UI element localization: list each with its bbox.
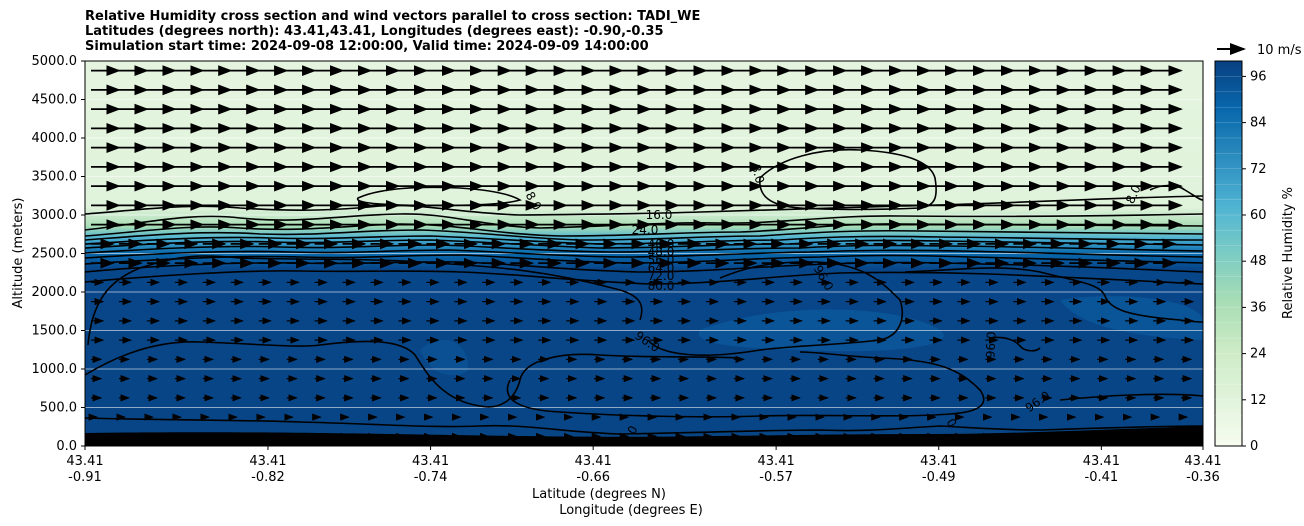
- x-tick-lon: -0.74: [414, 470, 448, 485]
- x-axis-label-lat: Latitude (degrees N): [532, 487, 666, 502]
- y-tick-label: 2500.0: [32, 247, 78, 262]
- contour-label: 24.0: [632, 223, 659, 237]
- colorbar-tick-label: 36: [1250, 300, 1267, 315]
- x-tick-lon: -0.36: [1186, 470, 1220, 485]
- y-tick-label: 3000.0: [32, 208, 78, 223]
- contour-96-small: [989, 336, 1041, 352]
- colorbar-tick-label: 96: [1250, 69, 1267, 84]
- chart-title-line-2: Latitudes (degrees north): 43.41,43.41, …: [85, 24, 664, 39]
- contour-96-low-left: [85, 340, 741, 408]
- x-tick-lon: -0.41: [1085, 470, 1119, 485]
- contour-label: 48.0: [648, 245, 675, 259]
- x-tick-lon: -0.57: [759, 470, 793, 485]
- grid-lines: [85, 61, 1203, 446]
- colorbar-tick-label: 84: [1250, 116, 1267, 131]
- x-tick-lon: -0.91: [68, 470, 102, 485]
- contour-32: [85, 229, 1203, 241]
- x-tick-lat: 43.41: [575, 454, 612, 469]
- contour-90-bottom: [85, 417, 1203, 435]
- colorbar-ticks: 0 12 24 36 48 60 72 84 96: [1242, 69, 1267, 454]
- x-tick-lon: -0.49: [922, 470, 956, 485]
- contour-88: [85, 270, 1203, 285]
- colorbar-levels: [1215, 76, 1242, 431]
- y-tick-label: 4000.0: [32, 131, 78, 146]
- x-tick-lat: 43.41: [66, 454, 103, 469]
- chart-title-line-3: Simulation start time: 2024-09-08 12:00:…: [85, 39, 649, 54]
- colorbar-tick-label: 72: [1250, 162, 1267, 177]
- x-tick-lon: -0.82: [251, 470, 285, 485]
- y-tick-label: 4500.0: [32, 93, 78, 108]
- y-tick-label: 1000.0: [32, 362, 78, 377]
- y-axis-label: Altitude (meters): [11, 198, 26, 309]
- x-tick-lat: 43.41: [412, 454, 449, 469]
- x-axis-label-lon: Longitude (degrees E): [559, 503, 703, 518]
- colorbar-label: Relative Humidity %: [1281, 187, 1296, 319]
- x-tick-lat: 43.41: [920, 454, 957, 469]
- contour-label: 72.0: [648, 269, 675, 283]
- colorbar-tick-label: 48: [1250, 254, 1267, 269]
- contour-label: 56.0: [648, 253, 675, 267]
- contour-label: 96.0: [984, 331, 999, 358]
- y-tick-label: 0.0: [56, 439, 77, 454]
- x-tick-lat: 43.41: [1083, 454, 1120, 469]
- y-axis: 0.0 500.0 1000.0 1500.0 2000.0 2500.0 3000.0 35…: [32, 54, 85, 454]
- contour-96-low-mid: [506, 351, 985, 418]
- contour-label: 16.0: [646, 208, 673, 222]
- y-tick-label: 3500.0: [32, 170, 78, 185]
- y-tick-label: 1500.0: [32, 324, 78, 339]
- colorbar-tick-label: 12: [1250, 393, 1267, 408]
- contour-label: 64.0: [648, 261, 675, 275]
- contour-label: 40.0: [648, 237, 675, 251]
- rh-patch: [420, 339, 469, 376]
- colorbar-tick-label: 24: [1250, 347, 1267, 362]
- x-tick-lat: 43.41: [249, 454, 286, 469]
- colorbar: [1214, 60, 1243, 447]
- quiver-key-label: 10 m/s: [1257, 43, 1302, 58]
- x-tick-lat: 43.41: [758, 454, 795, 469]
- chart-title-line-1: Relative Humidity cross section and wind…: [85, 9, 701, 24]
- colorbar-tick-label: 60: [1250, 208, 1267, 223]
- terrain: [85, 426, 1203, 446]
- contour-64: [85, 249, 1203, 259]
- colorbar-tick-label: 0: [1250, 439, 1258, 454]
- contour-label: 80.0: [648, 279, 675, 293]
- y-tick-label: 2000.0: [32, 285, 78, 300]
- y-tick-label: 5000.0: [32, 54, 78, 69]
- y-tick-label: 500.0: [40, 401, 77, 416]
- contour-label: 8.0: [749, 163, 767, 185]
- x-tick-lon: -0.66: [576, 470, 610, 485]
- x-tick-lat: 43.41: [1184, 454, 1221, 469]
- x-axis: 43.41-0.9143.41-0.8243.41-0.7443.41-0.66…: [66, 446, 1222, 485]
- wind-vectors: [88, 65, 1195, 440]
